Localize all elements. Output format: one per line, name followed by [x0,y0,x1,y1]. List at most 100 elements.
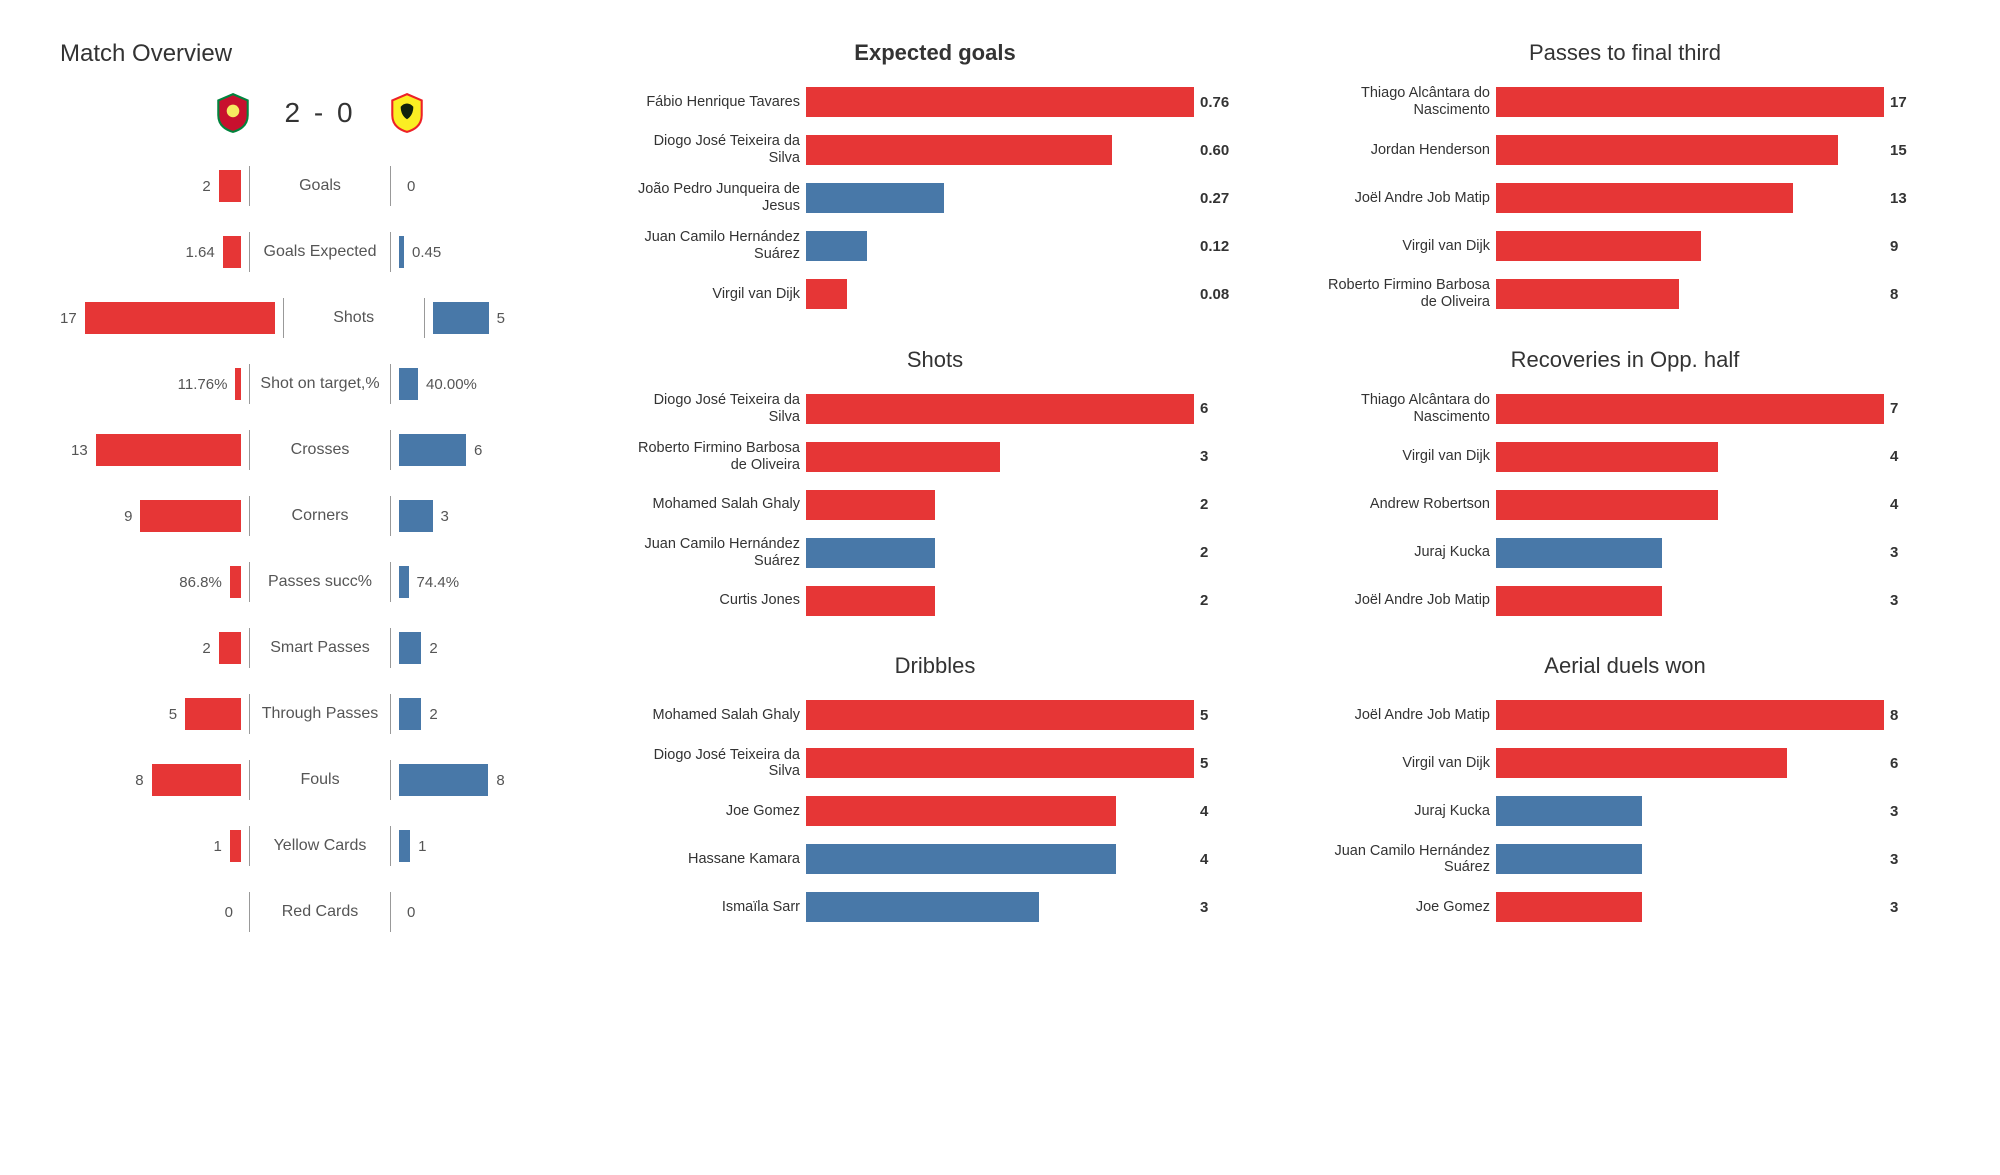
stat-value: 3 [1890,803,1940,820]
overview-row: 1.64 Goals Expected 0.45 [60,224,580,280]
overview-left-bar [140,500,241,532]
player-name: Juan Camilo Hernández Suárez [620,536,800,569]
overview-left-bar [185,698,241,730]
stat-bar-wrap [1496,748,1884,778]
stat-value: 13 [1890,190,1940,207]
stat-row: João Pedro Junqueira de Jesus 0.27 [620,180,1250,216]
stat-bar [1496,87,1884,117]
overview-left: 2 [60,628,250,668]
stat-bar [806,700,1194,730]
stat-value: 17 [1890,94,1940,111]
stat-value: 4 [1200,851,1250,868]
overview-left-bar [230,566,241,598]
team1-crest-icon [212,92,254,134]
player-name: Virgil van Dijk [1310,755,1490,772]
overview-stat-label: Goals [250,177,390,195]
stat-row: Diogo José Teixeira da Silva 5 [620,745,1250,781]
overview-left: 17 [60,298,284,338]
overview-right-value: 74.4% [417,574,460,591]
overview-right: 40.00% [390,364,580,404]
stat-bar-wrap [1496,442,1884,472]
stat-row: Juan Camilo Hernández Suárez 2 [620,535,1250,571]
stat-bar [1496,394,1884,424]
overview-stat-label: Yellow Cards [250,837,390,855]
stat-bar [806,87,1194,117]
overview-divider [390,760,391,800]
stat-row: Virgil van Dijk 0.08 [620,276,1250,312]
overview-stat-label: Shot on target,% [250,375,390,393]
overview-right-bar [399,698,421,730]
player-name: Curtis Jones [620,592,800,609]
player-name: Juan Camilo Hernández Suárez [620,229,800,262]
stat-block-title: Expected goals [620,40,1250,66]
overview-left-bar [96,434,241,466]
player-name: Joël Andre Job Matip [1310,190,1490,207]
stat-block-title: Passes to final third [1310,40,1940,66]
overview-left-bar [219,632,241,664]
dashboard-container: Match Overview 2 - 0 2 Goals [60,40,1940,940]
stat-value: 5 [1200,707,1250,724]
overview-right: 1 [390,826,580,866]
stat-value: 0.60 [1200,142,1250,159]
overview-right-bar [399,764,488,796]
overview-stat-label: Goals Expected [250,243,390,261]
stat-bar-wrap [806,700,1194,730]
player-name: Diogo José Teixeira da Silva [620,747,800,780]
stat-value: 3 [1890,851,1940,868]
stat-value: 3 [1890,544,1940,561]
overview-left-value: 11.76% [178,376,228,393]
overview-right-value: 0 [407,904,415,921]
stat-bar [806,796,1116,826]
overview-right: 5 [424,298,580,338]
stat-bar-wrap [1496,538,1884,568]
stat-block-title: Shots [620,347,1250,373]
stat-bar-wrap [1496,87,1884,117]
overview-left-bar [219,170,241,202]
player-name: Fábio Henrique Tavares [620,94,800,111]
overview-left-value: 86.8% [179,574,222,591]
overview-left: 0 [60,892,250,932]
stat-value: 2 [1200,592,1250,609]
stat-row: Virgil van Dijk 4 [1310,439,1940,475]
overview-left: 8 [60,760,250,800]
overview-row: 86.8% Passes succ% 74.4% [60,554,580,610]
overview-right: 0.45 [390,232,580,272]
overview-stat-label: Shots [284,309,424,327]
player-name: Mohamed Salah Ghaly [620,707,800,724]
stat-value: 5 [1200,755,1250,772]
stat-block: Passes to final third Thiago Alcântara d… [1310,40,1940,327]
stat-row: Joël Andre Job Matip 13 [1310,180,1940,216]
stat-value: 2 [1200,496,1250,513]
stat-bar-wrap [806,892,1194,922]
stat-bar [1496,538,1662,568]
overview-divider [390,364,391,404]
overview-right: 0 [390,892,580,932]
stat-row: Roberto Firmino Barbosa de Oliveira 3 [620,439,1250,475]
stat-row: Joël Andre Job Matip 3 [1310,583,1940,619]
overview-left-value: 8 [135,772,143,789]
stat-bar [806,183,944,213]
overview-right: 2 [390,628,580,668]
overview-row: 5 Through Passes 2 [60,686,580,742]
stat-row: Hassane Kamara 4 [620,841,1250,877]
player-name: Thiago Alcântara do Nascimento [1310,392,1490,425]
score-header: 2 - 0 [60,92,580,134]
player-name: Joe Gomez [1310,899,1490,916]
stat-row: Jordan Henderson 15 [1310,132,1940,168]
stat-row: Ismaïla Sarr 3 [620,889,1250,925]
overview-left-value: 2 [202,178,210,195]
stat-bar-wrap [1496,490,1884,520]
stat-row: Juan Camilo Hernández Suárez 3 [1310,841,1940,877]
overview-right: 74.4% [390,562,580,602]
stat-bar-wrap [806,538,1194,568]
player-name: Roberto Firmino Barbosa de Oliveira [620,440,800,473]
overview-right-value: 40.00% [426,376,477,393]
stat-row: Roberto Firmino Barbosa de Oliveira 8 [1310,276,1940,312]
overview-left-bar [152,764,241,796]
overview-title: Match Overview [60,40,580,68]
overview-right: 8 [390,760,580,800]
stat-value: 7 [1890,400,1940,417]
player-name: Joe Gomez [620,803,800,820]
player-name: Virgil van Dijk [1310,448,1490,465]
stat-row: Joe Gomez 4 [620,793,1250,829]
